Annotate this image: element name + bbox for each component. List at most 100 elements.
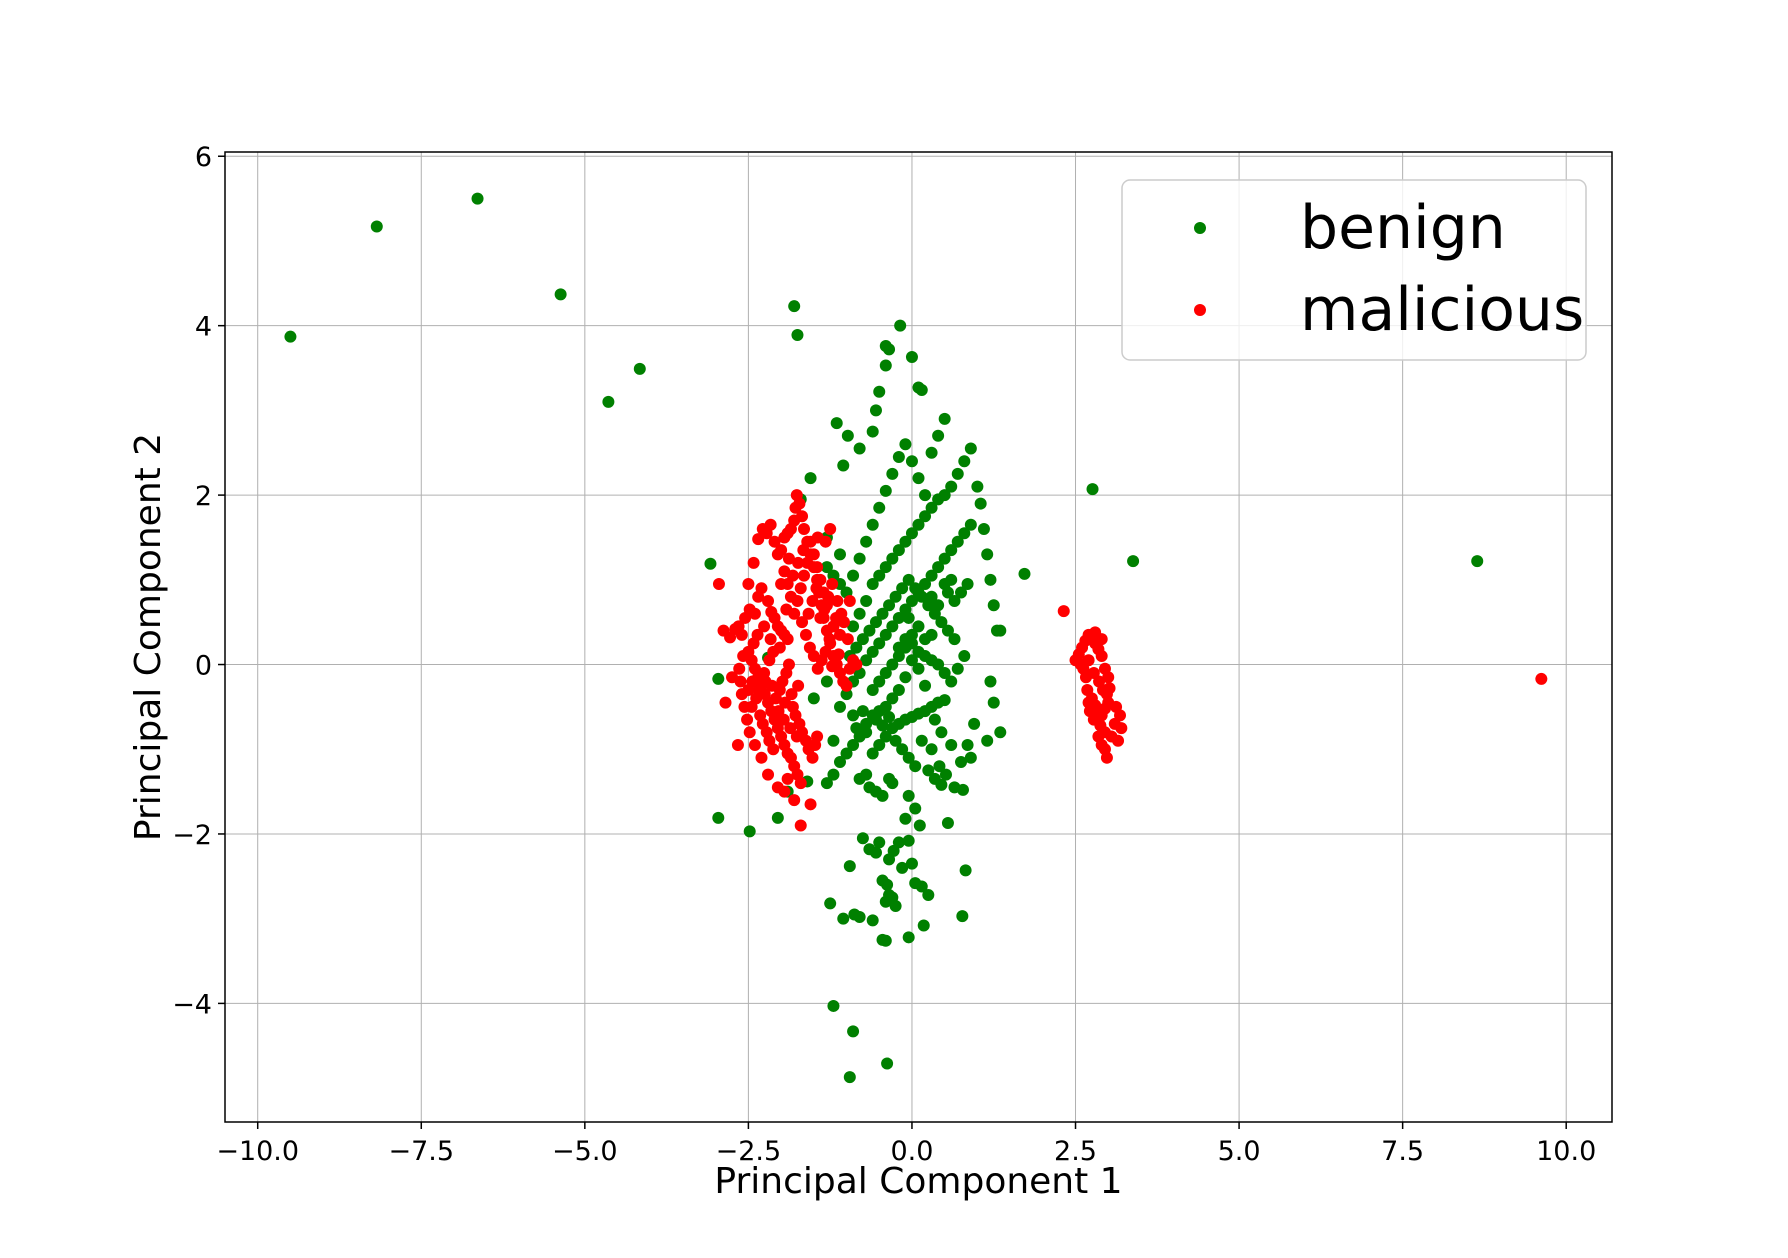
- malicious-point: [811, 730, 824, 743]
- benign-point: [933, 760, 946, 773]
- benign-point: [879, 484, 892, 497]
- benign-point: [886, 777, 899, 790]
- benign-point: [902, 751, 915, 764]
- benign-point: [905, 628, 918, 641]
- malicious-point: [764, 633, 777, 646]
- malicious-point: [818, 603, 831, 616]
- benign-point: [1086, 483, 1099, 496]
- benign-point: [915, 880, 928, 893]
- benign-point: [873, 385, 886, 398]
- benign-point: [905, 654, 918, 667]
- malicious-point: [762, 768, 775, 781]
- benign-point: [925, 628, 938, 641]
- benign-point: [892, 650, 905, 663]
- benign-point: [945, 675, 958, 688]
- benign-point: [939, 768, 952, 781]
- benign-point: [945, 573, 958, 586]
- malicious-point: [788, 794, 801, 807]
- benign-point: [896, 743, 909, 756]
- benign-point: [964, 751, 977, 764]
- benign-point: [945, 739, 958, 752]
- benign-point: [837, 912, 850, 925]
- benign-point: [896, 861, 909, 874]
- benign-point: [922, 764, 935, 777]
- benign-point: [955, 755, 968, 768]
- benign-point: [879, 730, 892, 743]
- benign-point: [860, 654, 873, 667]
- malicious-point: [804, 798, 817, 811]
- y-tick-label: −4: [172, 989, 212, 1020]
- benign-point: [941, 816, 954, 829]
- benign-point: [633, 362, 646, 375]
- malicious-point: [793, 497, 806, 510]
- benign-point: [370, 220, 383, 233]
- benign-point: [905, 857, 918, 870]
- benign-point: [1471, 555, 1484, 568]
- benign-point: [712, 672, 725, 685]
- benign-point: [866, 709, 879, 722]
- benign-point: [987, 599, 1000, 612]
- benign-point: [866, 914, 879, 927]
- malicious-point: [831, 594, 844, 607]
- benign-point: [945, 480, 958, 493]
- benign-point: [951, 662, 964, 675]
- benign-point: [873, 836, 886, 849]
- malicious-point: [1098, 662, 1111, 675]
- benign-point: [899, 535, 912, 548]
- benign-point: [919, 679, 932, 692]
- malicious-point: [775, 544, 788, 557]
- benign-point: [905, 455, 918, 468]
- benign-point: [853, 910, 866, 923]
- benign-point: [902, 573, 915, 586]
- malicious-point: [741, 713, 754, 726]
- y-tick-label: 0: [195, 651, 212, 682]
- y-axis-title: Principal Component 2: [128, 433, 169, 841]
- benign-point: [881, 878, 894, 891]
- malicious-point: [781, 633, 794, 646]
- benign-point: [843, 1071, 856, 1084]
- benign-point: [938, 489, 951, 502]
- benign-point: [889, 899, 902, 912]
- benign-point: [860, 535, 873, 548]
- malicious-point: [1057, 605, 1070, 618]
- malicious-point: [792, 556, 805, 569]
- malicious-point: [755, 751, 768, 764]
- benign-point: [847, 709, 860, 722]
- malicious-point: [803, 641, 816, 654]
- malicious-point: [840, 679, 853, 692]
- benign-point: [856, 705, 869, 718]
- malicious-point: [742, 578, 755, 591]
- benign-point: [915, 384, 928, 397]
- benign-point: [847, 1025, 860, 1038]
- malicious-point: [792, 679, 805, 692]
- benign-point: [712, 811, 725, 824]
- x-tick-label: 0.0: [890, 1136, 933, 1167]
- benign-point: [866, 578, 879, 591]
- malicious-point: [811, 561, 824, 574]
- benign-point: [866, 645, 879, 658]
- benign-point: [879, 628, 892, 641]
- benign-point: [892, 611, 905, 624]
- malicious-point: [755, 582, 768, 595]
- series-malicious: [712, 489, 1548, 832]
- malicious-point: [784, 722, 797, 735]
- benign-point: [984, 675, 997, 688]
- benign-point: [853, 607, 866, 620]
- benign-point: [1018, 567, 1031, 580]
- benign-point: [958, 650, 971, 663]
- benign-point: [977, 522, 990, 535]
- malicious-point: [779, 696, 792, 709]
- benign-point: [948, 781, 961, 794]
- benign-point: [974, 497, 987, 510]
- benign-point: [956, 910, 969, 923]
- benign-point: [869, 616, 882, 629]
- benign-point: [959, 864, 972, 877]
- benign-point: [869, 846, 882, 859]
- benign-point: [961, 739, 974, 752]
- benign-point: [704, 557, 717, 570]
- legend-marker-benign: [1194, 222, 1206, 234]
- malicious-point: [780, 603, 793, 616]
- benign-point: [841, 429, 854, 442]
- benign-point: [945, 544, 958, 557]
- benign-point: [771, 811, 784, 824]
